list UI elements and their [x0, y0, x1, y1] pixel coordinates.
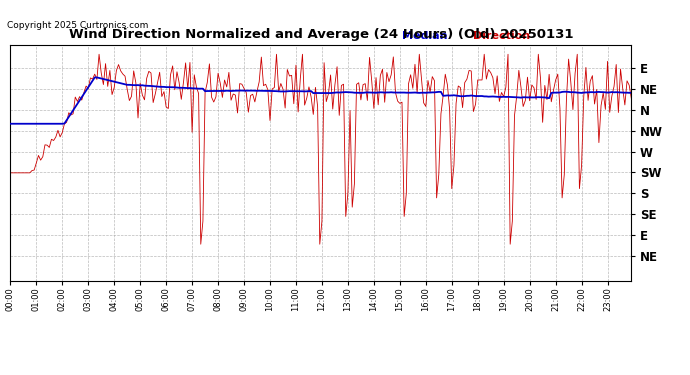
Text: Copyright 2025 Curtronics.com: Copyright 2025 Curtronics.com	[7, 21, 148, 30]
Title: Wind Direction Normalized and Average (24 Hours) (Old) 20250131: Wind Direction Normalized and Average (2…	[68, 28, 573, 41]
Text: Median: Median	[402, 31, 447, 41]
Text: Direction: Direction	[473, 31, 530, 41]
